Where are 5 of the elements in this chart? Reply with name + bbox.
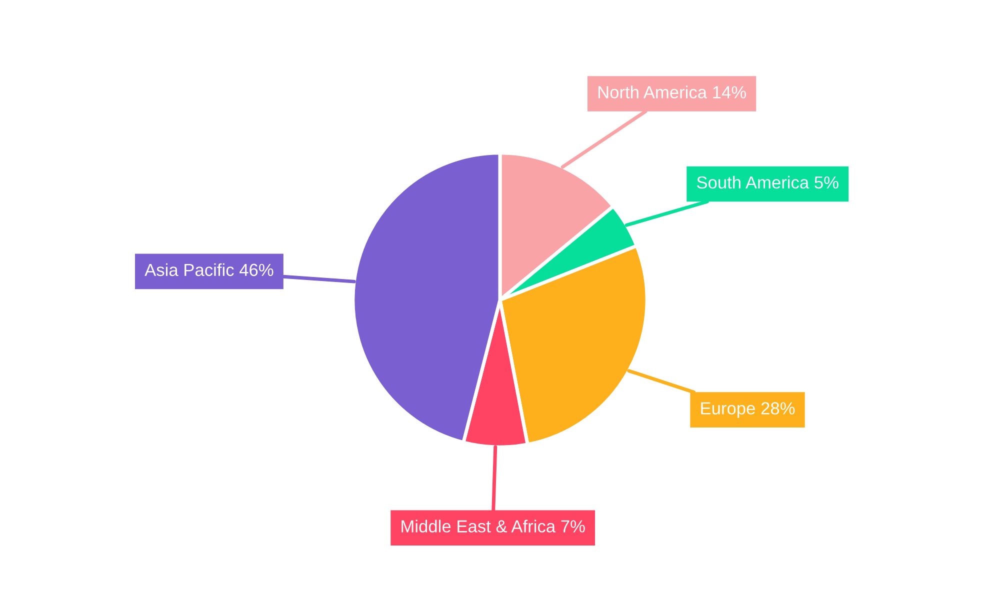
slice-label: Europe 28% — [701, 402, 795, 418]
slice-label: Asia Pacific 46% — [144, 263, 274, 276]
slice-label: Middle East & Africa 7% — [402, 520, 585, 532]
slice-label: South America 5% — [696, 176, 838, 189]
slice-label: North America 14% — [598, 86, 746, 98]
